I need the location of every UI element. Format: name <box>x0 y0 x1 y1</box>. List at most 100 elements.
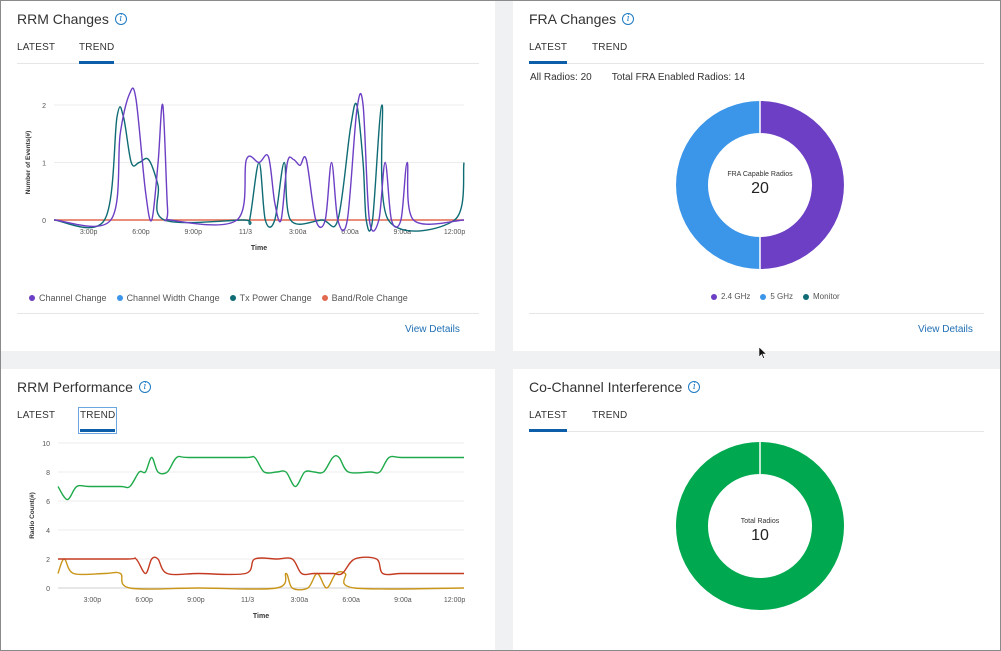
info-icon[interactable]: i <box>688 381 701 393</box>
co-channel-center-label: Total Radios <box>740 518 780 525</box>
co-channel-card: Co-Channel Interference i LATEST TREND T… <box>513 369 1000 650</box>
fra-center-value: 20 <box>751 180 769 197</box>
y-tick-label: 8 <box>46 470 50 477</box>
legend-label: Tx Power Change <box>239 293 312 303</box>
info-icon[interactable]: i <box>622 13 635 25</box>
x-tick-label: 3:00a <box>289 229 307 236</box>
series-line[interactable] <box>57 454 464 501</box>
tab-trend[interactable]: TREND <box>592 42 628 53</box>
legend-dot <box>711 293 717 300</box>
fra-changes-tabs: LATEST TREND <box>529 41 984 64</box>
legend-item-monitor[interactable]: Monitor <box>803 292 840 301</box>
legend-dot <box>29 295 35 301</box>
legend-item-channel-change[interactable]: Channel Change <box>29 293 107 303</box>
rrm-changes-card: RRM Changes i LATEST TREND 0 1 2 3:00p 6:00p… <box>1 1 495 351</box>
rrm-changes-tabs: LATEST TREND <box>17 41 479 64</box>
co-channel-title: Co-Channel Interference i <box>529 379 701 395</box>
fra-center-label: FRA Capable Radios <box>727 171 793 178</box>
view-details-link[interactable]: View Details <box>405 324 460 335</box>
x-tick-label: 9:00a <box>394 597 412 604</box>
x-tick-label: 6:00p <box>132 229 150 236</box>
co-channel-center-value: 10 <box>751 527 769 544</box>
view-details-link[interactable]: View Details <box>918 324 973 335</box>
fra-changes-title: FRA Changes i <box>529 11 635 27</box>
series-line[interactable] <box>58 556 464 576</box>
co-channel-donut-chart <box>676 442 844 610</box>
y-tick-label: 1 <box>42 161 46 168</box>
x-tick-label: 9:00p <box>187 597 205 604</box>
x-tick-label: 3:00p <box>80 229 98 236</box>
x-tick-label: 6:00p <box>135 597 153 604</box>
tab-latest[interactable]: LATEST <box>17 42 56 53</box>
rrm-performance-card: RRM Performance i LATEST TREND 0 2 4 6 8 10 3:… <box>1 369 495 650</box>
series-line[interactable] <box>57 558 465 591</box>
legend-item-2-4-ghz[interactable]: 2.4 GHz <box>711 292 750 301</box>
y-tick-label: 4 <box>46 528 50 535</box>
divider <box>17 313 479 314</box>
legend-label: Band/Role Change <box>331 293 408 303</box>
y-tick-label: 0 <box>42 218 46 225</box>
y-axis-label: Number of Events(#) <box>25 131 32 195</box>
x-tick-label: 6:00a <box>341 229 359 236</box>
legend-dot <box>321 295 328 301</box>
legend-item-5-ghz[interactable]: 5 GHz <box>760 292 793 301</box>
donut-slice[interactable] <box>760 101 844 269</box>
legend-dot <box>116 295 123 301</box>
rrm-performance-title: RRM Performance i <box>17 379 151 395</box>
info-icon[interactable]: i <box>138 381 151 393</box>
fra-changes-card: FRA Changes i LATEST TREND All Radios: 2… <box>513 1 1000 351</box>
x-tick-label: 9:00p <box>184 229 202 236</box>
legend-dot <box>760 293 767 300</box>
x-tick-label: 6:00a <box>342 597 360 604</box>
info-icon[interactable]: i <box>114 13 127 25</box>
fra-donut-chart <box>676 101 844 269</box>
rrm-performance-tabs: LATEST TREND <box>17 407 479 434</box>
tab-trend[interactable]: TREND <box>79 41 115 64</box>
legend-label: 5 GHz <box>770 292 794 301</box>
all-radios-stat: All Radios: 20 <box>530 72 592 83</box>
legend-item-tx-power-change[interactable]: Tx Power Change <box>229 293 312 303</box>
rrm-changes-legend: Channel Change Channel Width Change Tx P… <box>29 293 408 303</box>
tab-latest[interactable]: LATEST <box>17 410 56 421</box>
rrm-performance-chart: 0 2 4 6 8 10 3:00p 6:00p 9:00p 11/3 3:00a 6:00a 9:00… <box>29 441 465 620</box>
co-channel-donut-center: Total Radios 10 <box>700 518 820 545</box>
x-tick-label: 12:00p <box>444 229 466 236</box>
x-tick-label: 11/3 <box>241 597 254 604</box>
series-line[interactable] <box>53 102 465 232</box>
legend-label: 2.4 GHz <box>721 292 751 301</box>
fra-stats: All Radios: 20 Total FRA Enabled Radios:… <box>530 72 745 83</box>
legend-dot <box>229 295 236 301</box>
legend-item-band-role-change[interactable]: Band/Role Change <box>321 293 408 303</box>
legend-item-channel-width-change[interactable]: Channel Width Change <box>116 293 220 303</box>
rrm-changes-chart: 0 1 2 3:00p 6:00p 9:00p 11/3 3:00a 6:00a 9:00a 12:… <box>25 87 466 252</box>
x-axis-label: Time <box>251 245 267 252</box>
x-tick-label: 9:00a <box>394 229 412 236</box>
y-tick-label: 2 <box>46 557 50 564</box>
co-channel-tabs: LATEST TREND <box>529 409 984 432</box>
y-tick-label: 10 <box>42 441 50 448</box>
x-tick-label: 11/3 <box>239 229 252 236</box>
rrm-changes-title: RRM Changes i <box>17 11 127 27</box>
series-line[interactable] <box>53 87 465 232</box>
fra-enabled-stat: Total FRA Enabled Radios: 14 <box>611 72 746 83</box>
x-axis-label: Time <box>253 613 269 620</box>
fra-legend: 2.4 GHz 5 GHz Monitor <box>711 292 840 301</box>
co-channel-title-text: Co-Channel Interference <box>529 379 683 395</box>
donut-slice[interactable] <box>676 101 760 269</box>
tab-trend[interactable]: TREND <box>592 410 628 421</box>
tab-trend[interactable]: TREND <box>77 407 118 434</box>
y-tick-label: 0 <box>46 586 50 593</box>
x-tick-label: 3:00p <box>84 597 102 604</box>
tab-latest[interactable]: LATEST <box>529 409 568 432</box>
rrm-performance-title-text: RRM Performance <box>17 379 133 395</box>
rrm-changes-title-text: RRM Changes <box>17 11 109 27</box>
legend-label: Channel Change <box>39 293 107 303</box>
tab-latest[interactable]: LATEST <box>529 41 568 64</box>
legend-label: Channel Width Change <box>126 293 220 303</box>
fra-donut-center: FRA Capable Radios 20 <box>700 171 820 198</box>
fra-changes-title-text: FRA Changes <box>529 11 617 27</box>
y-tick-label: 2 <box>42 103 46 110</box>
legend-label: Monitor <box>813 292 840 301</box>
x-tick-label: 3:00a <box>291 597 309 604</box>
